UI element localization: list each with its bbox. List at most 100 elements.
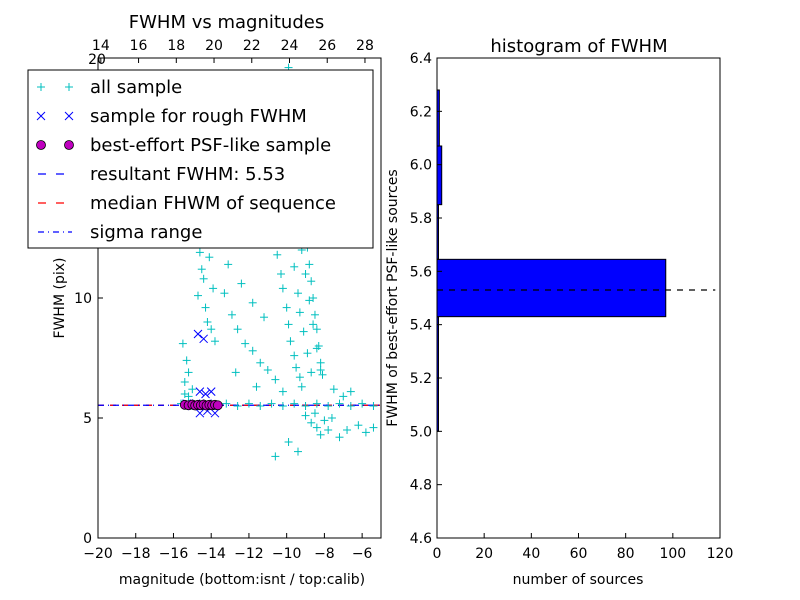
all-sample-point — [335, 433, 344, 442]
y-tick-label: 5.8 — [410, 211, 432, 227]
y-tick-label: 6.2 — [410, 104, 432, 120]
top-tick-label: 14 — [92, 38, 110, 54]
all-sample-point — [301, 411, 310, 420]
all-sample-point — [256, 358, 265, 367]
rough-fwhm-point — [210, 408, 220, 418]
all-sample-point — [220, 289, 229, 298]
all-sample-point — [312, 344, 321, 353]
all-sample-point — [309, 320, 318, 329]
all-sample-point — [324, 426, 333, 434]
x-tick-label: 100 — [659, 546, 686, 562]
all-sample-point — [301, 270, 310, 278]
all-sample-point — [343, 426, 352, 434]
top-tick-label: 28 — [356, 38, 374, 54]
all-sample-point — [310, 310, 319, 319]
all-sample-point — [210, 337, 219, 346]
all-sample-point — [184, 368, 193, 377]
top-axis-corner-label: 20 — [88, 52, 106, 68]
all-sample-point — [307, 418, 316, 427]
scatter-y-label: FWHM (pix) — [52, 258, 68, 339]
all-sample-point — [273, 250, 282, 259]
rough-fwhm-point — [201, 389, 210, 399]
all-sample-point — [241, 339, 250, 348]
all-sample-point — [346, 402, 355, 410]
all-sample-point — [299, 327, 308, 336]
all-sample-point — [231, 368, 240, 377]
all-sample-point — [307, 277, 316, 286]
all-sample-point — [329, 385, 338, 394]
all-sample-point — [188, 385, 197, 394]
all-sample-point — [193, 291, 202, 300]
rough-fwhm-point — [193, 329, 203, 339]
legend-marker — [36, 140, 46, 150]
legend-marker — [37, 83, 45, 91]
legend-entry: median FHWM of sequence — [38, 193, 336, 214]
histogram-bar — [436, 258, 667, 318]
top-tick-label: 24 — [281, 38, 299, 54]
legend-marker — [65, 83, 73, 91]
all-sample-point — [293, 447, 302, 456]
histogram-y-label: FWHM of best-effort PSF-like sources — [385, 169, 401, 426]
all-sample-point — [303, 349, 312, 358]
y-tick-label: 6.4 — [410, 51, 432, 67]
all-sample-point — [301, 402, 310, 410]
histogram-title: histogram of FWHM — [490, 36, 667, 57]
legend-box — [27, 69, 374, 249]
all-sample-point — [233, 325, 242, 334]
all-sample-point — [286, 337, 295, 346]
y-tick-label: 5.4 — [410, 318, 432, 334]
all-sample-point — [358, 399, 367, 408]
legend-entry: all sample — [37, 77, 182, 98]
all-sample-point — [244, 399, 253, 408]
x-tick-label: 20 — [475, 546, 493, 562]
all-sample-point — [284, 438, 293, 446]
x-tick-label: −14 — [196, 546, 226, 562]
all-sample-point — [263, 366, 272, 374]
all-sample-point — [312, 325, 321, 334]
all-sample-point — [252, 382, 261, 391]
all-sample-point — [290, 262, 299, 271]
all-sample-point — [205, 253, 214, 262]
all-sample-point — [282, 303, 291, 312]
rough-fwhm-point — [195, 408, 205, 418]
all-sample-point — [201, 303, 210, 312]
all-sample-point — [180, 378, 189, 386]
scatter-panel: FWHM vs magnitudes 20 14 16 18 20 22 24 26 28 −… — [27, 12, 382, 588]
legend-label: best-effort PSF-like sample — [90, 135, 331, 156]
scatter-frame — [97, 57, 382, 539]
all-sample-point — [271, 452, 280, 461]
x-tick-label: 40 — [522, 546, 540, 562]
x-tick-label: −20 — [83, 546, 113, 562]
y-tick-label: 5.0 — [410, 424, 432, 440]
all-sample-point — [248, 298, 257, 307]
y-tick-label: 4.6 — [410, 531, 432, 547]
x-tick-label: 0 — [433, 546, 442, 562]
all-sample-point — [369, 402, 378, 410]
x-tick-label: 80 — [617, 546, 635, 562]
y-tick-label: 6.0 — [410, 158, 432, 174]
all-sample-point — [182, 356, 191, 365]
all-sample-point — [305, 260, 314, 269]
all-sample-point — [197, 265, 206, 274]
all-sample-point — [237, 279, 246, 288]
x-tick-label: −18 — [121, 546, 151, 562]
top-tick-label: 26 — [318, 38, 336, 54]
all-sample-point — [346, 387, 355, 396]
y-tick-label: 5.2 — [410, 371, 432, 387]
scatter-title: FWHM vs magnitudes — [129, 12, 324, 33]
legend-entry: sigma range — [38, 222, 202, 243]
histogram-x-label: number of sources — [513, 572, 644, 588]
all-sample-point — [316, 366, 325, 374]
x-tick-label: 60 — [570, 546, 588, 562]
all-sample-point — [339, 392, 348, 401]
legend-marker — [64, 111, 74, 121]
all-sample-point — [310, 409, 319, 418]
top-tick-label: 16 — [130, 38, 148, 54]
histogram-x-ticks: 0 20 40 60 80 100 120 — [433, 533, 733, 562]
x-tick-label: −8 — [314, 546, 335, 562]
all-sample-point — [312, 423, 321, 432]
rough-fwhm-point — [195, 387, 205, 396]
all-sample-point — [233, 402, 242, 410]
legend-marker — [36, 111, 46, 121]
all-sample-point — [307, 368, 316, 377]
